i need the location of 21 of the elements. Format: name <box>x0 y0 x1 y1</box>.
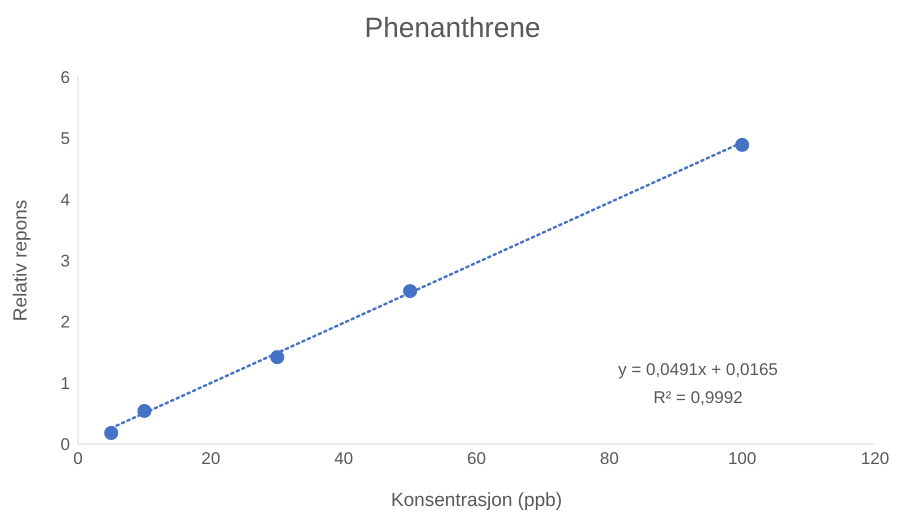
annotation: R² = 0,9992 <box>652 387 744 409</box>
point <box>104 426 118 440</box>
y-tick-label: 2 <box>60 312 70 332</box>
annotation: y = 0,0491x + 0,0165 <box>617 359 779 381</box>
x-tick-label: 120 <box>860 449 890 468</box>
y-tick-label: 3 <box>60 252 70 271</box>
y-tick-label: 1 <box>60 374 70 393</box>
y-axis-title: Relativ repons <box>10 200 32 322</box>
x-tick-label: 80 <box>600 449 619 468</box>
x-axis-title: Konsentrasjon (ppb) <box>390 490 562 511</box>
chart-title: Phenanthrene <box>364 12 542 44</box>
x-tick-label: 60 <box>467 449 486 468</box>
x-tick-label: 20 <box>201 449 220 468</box>
x-tick-label: 100 <box>728 449 756 468</box>
y-tick-label: 5 <box>60 129 70 148</box>
y-tick-label: 4 <box>60 190 70 210</box>
point <box>735 138 750 152</box>
x-tick-label: 40 <box>334 449 354 468</box>
y-tick-label: 0 <box>60 435 70 454</box>
x-tick-label: 0 <box>73 449 83 468</box>
y-tick-label: 6 <box>60 68 70 88</box>
